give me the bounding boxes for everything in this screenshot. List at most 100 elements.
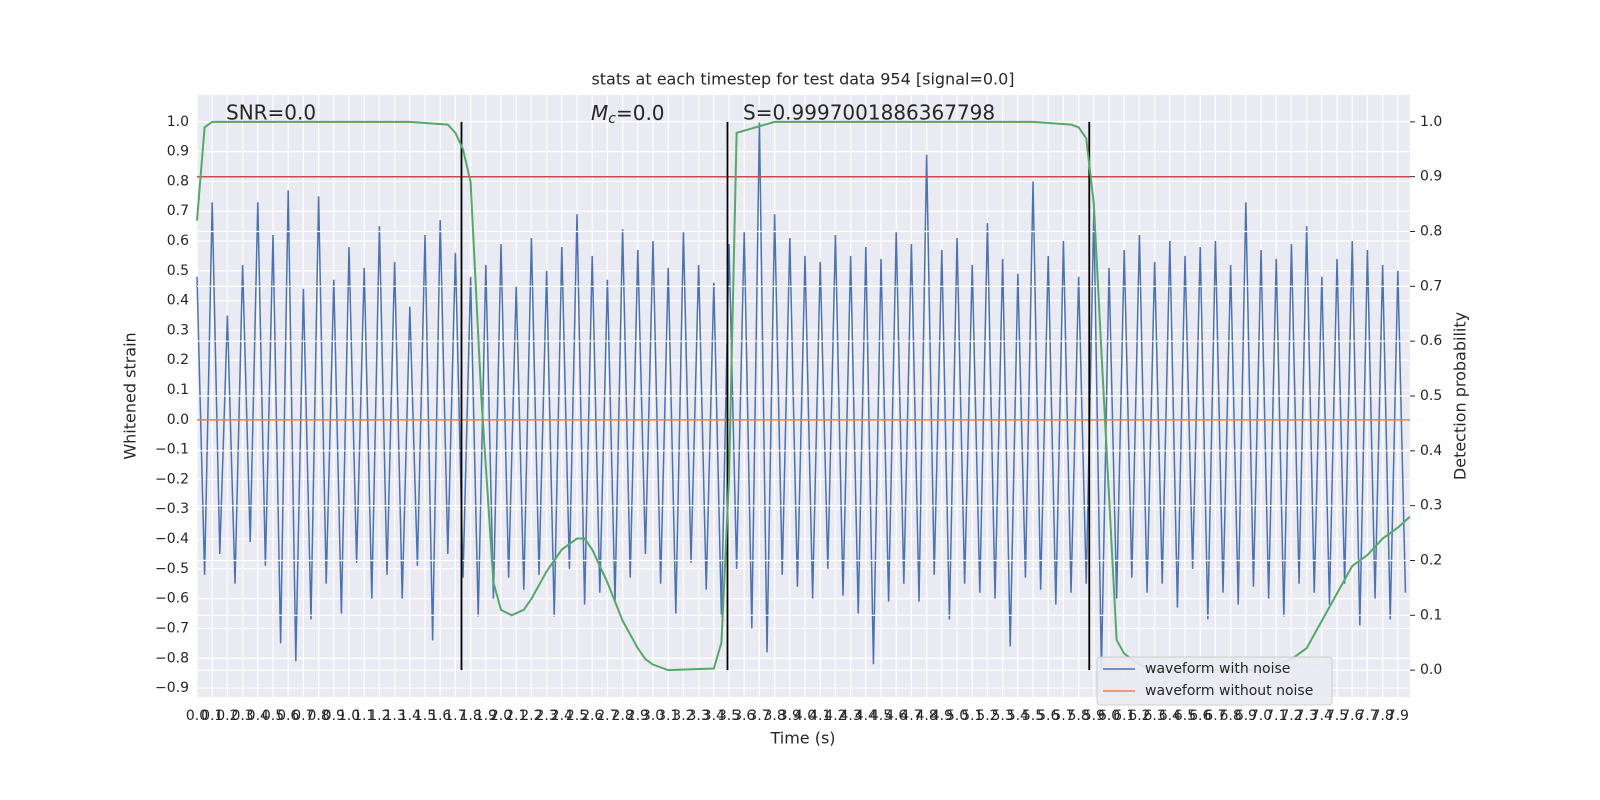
x-tick-label: 6.7 <box>1204 708 1226 724</box>
x-tick-label: 7.8 <box>1372 708 1394 724</box>
x-tick-label: 0.5 <box>262 708 284 724</box>
y-tick-label: 0.7 <box>167 203 189 219</box>
x-tick-label: 5.8 <box>1067 708 1089 724</box>
x-tick-label: 5.7 <box>1052 708 1074 724</box>
legend: waveform with noise waveform without nois… <box>1096 656 1333 706</box>
x-tick-label: 4.0 <box>794 708 816 724</box>
x-tick-label: 5.9 <box>1083 708 1105 724</box>
x-tick-label: 3.0 <box>642 708 664 724</box>
x-tick-label: 3.2 <box>672 708 694 724</box>
y-tick-label: −0.4 <box>155 531 189 547</box>
x-tick-label: 2.9 <box>627 708 649 724</box>
x-tick-label: 7.1 <box>1265 708 1287 724</box>
y-tick-label: 0.3 <box>167 322 189 338</box>
y2-tick-label: 0.0 <box>1420 662 1442 678</box>
y2-tick-label: 0.1 <box>1420 607 1442 623</box>
annotation: Mc=0.0 <box>591 101 665 128</box>
x-tick-label: 6.3 <box>1143 708 1165 724</box>
y2-tick-label: 0.9 <box>1420 169 1442 185</box>
y-tick-label: 0.9 <box>167 144 189 160</box>
x-tick-label: 7.7 <box>1356 708 1378 724</box>
annotation: S=0.9997001886367798 <box>743 101 995 125</box>
x-tick-label: 2.1 <box>505 708 527 724</box>
x-tick-label: 4.3 <box>839 708 861 724</box>
y-axis-label: Whitened strain <box>121 332 140 459</box>
y-tick-label: 1.0 <box>167 114 189 130</box>
x-tick-label: 2.2 <box>520 708 542 724</box>
x-tick-label: 5.6 <box>1037 708 1059 724</box>
y-tick-label: −0.8 <box>155 650 189 666</box>
y-tick-label: 0.1 <box>167 382 189 398</box>
x-axis-label: Time (s) <box>769 729 835 748</box>
annotation-symbol: M <box>591 101 608 125</box>
annotation-subscript: c <box>608 111 616 127</box>
x-tick-label: 0.4 <box>247 708 269 724</box>
x-tick-label: 2.8 <box>611 708 633 724</box>
x-tick-label: 7.3 <box>1296 708 1318 724</box>
y-tick-label: −0.6 <box>155 591 189 607</box>
annotation: SNR=0.0 <box>226 101 316 125</box>
x-tick-label: 1.4 <box>399 708 421 724</box>
x-tick-label: 4.5 <box>870 708 892 724</box>
y-tick-label: −0.7 <box>155 620 189 636</box>
x-tick-label: 7.5 <box>1326 708 1348 724</box>
x-tick-label: 6.8 <box>1220 708 1242 724</box>
y-tick-label: 0.6 <box>167 233 189 249</box>
y-tick-label: −0.3 <box>155 501 189 517</box>
x-tick-label: 6.9 <box>1235 708 1257 724</box>
legend-label: waveform with noise <box>1145 661 1290 677</box>
x-tick-label: 4.1 <box>809 708 831 724</box>
y-tick-label: −0.5 <box>155 561 189 577</box>
y2-tick-label: 0.8 <box>1420 224 1442 240</box>
x-tick-label: 1.9 <box>475 708 497 724</box>
x-tick-label: 5.5 <box>1022 708 1044 724</box>
x-tick-label: 0.9 <box>323 708 345 724</box>
x-tick-label: 0.7 <box>292 708 314 724</box>
line <box>196 121 1407 671</box>
x-tick-label: 6.2 <box>1128 708 1150 724</box>
y2-tick-label: 0.5 <box>1420 388 1442 404</box>
x-tick-label: 0.3 <box>231 708 253 724</box>
x-tick-label: 5.2 <box>976 708 998 724</box>
x-tick-label: 3.7 <box>748 708 770 724</box>
x-tick-label: 3.4 <box>703 708 725 724</box>
x-tick-label: 7.0 <box>1250 708 1272 724</box>
x-tick-label: 5.3 <box>991 708 1013 724</box>
x-tick-label: 3.8 <box>763 708 785 724</box>
x-tick-label: 5.0 <box>946 708 968 724</box>
x-tick-label: 5.4 <box>1007 708 1029 724</box>
x-tick-label: 4.7 <box>900 708 922 724</box>
x-tick-label: 1.1 <box>353 708 375 724</box>
y2-tick-label: 0.7 <box>1420 278 1442 294</box>
x-tick-label: 0.8 <box>307 708 329 724</box>
x-tick-label: 6.1 <box>1113 708 1135 724</box>
x-tick-label: 7.4 <box>1311 708 1333 724</box>
x-tick-label: 4.4 <box>855 708 877 724</box>
x-tick-label: 3.3 <box>687 708 709 724</box>
x-tick-label: 7.6 <box>1341 708 1363 724</box>
x-tick-label: 0.0 <box>186 708 208 724</box>
x-tick-label: 6.0 <box>1098 708 1120 724</box>
y2-tick-label: 0.4 <box>1420 443 1442 459</box>
x-tick-label: 4.9 <box>931 708 953 724</box>
x-tick-label: 2.0 <box>490 708 512 724</box>
x-tick-label: 1.0 <box>338 708 360 724</box>
x-tick-label: 1.2 <box>368 708 390 724</box>
x-tick-label: 6.5 <box>1174 708 1196 724</box>
x-tick-label: 1.7 <box>444 708 466 724</box>
x-tick-label: 7.9 <box>1387 708 1409 724</box>
x-tick-label: 1.3 <box>383 708 405 724</box>
x-tick-label: 3.5 <box>718 708 740 724</box>
x-tick-label: 4.2 <box>824 708 846 724</box>
y-tick-label: −0.1 <box>155 442 189 458</box>
y2-axis-label: Detection probability <box>1451 312 1470 480</box>
x-tick-label: 1.6 <box>429 708 451 724</box>
x-tick-label: 2.5 <box>566 708 588 724</box>
y-tick-label: 0.8 <box>167 173 189 189</box>
annotation-rest: =0.0 <box>616 101 665 125</box>
x-tick-label: 0.6 <box>277 708 299 724</box>
y-tick-label: 0.5 <box>167 263 189 279</box>
x-tick-label: 3.9 <box>779 708 801 724</box>
y-tick-label: 0.0 <box>167 412 189 428</box>
